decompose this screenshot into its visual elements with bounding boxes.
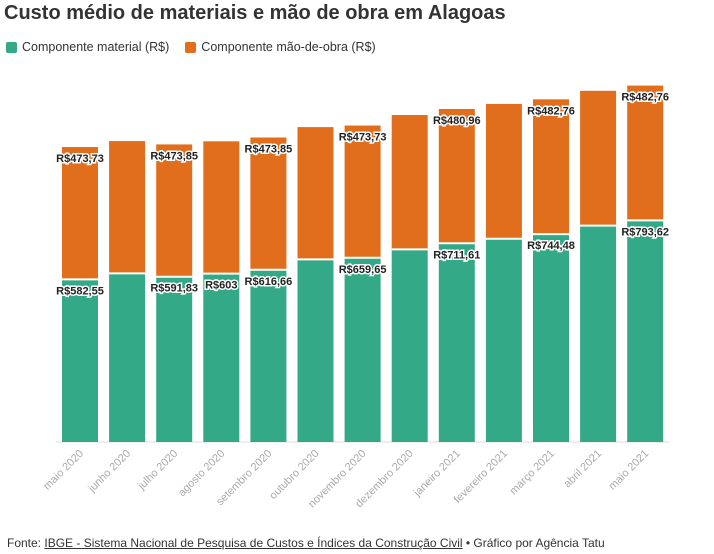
bar-material-maio-2020[interactable]: [62, 279, 98, 442]
legend-item-labor[interactable]: Componente mão-de-obra (R$): [185, 40, 376, 54]
data-label-material-maio-2021: R$793,62: [621, 226, 669, 238]
bar-material-janeiro-2021[interactable]: [438, 243, 475, 442]
x-tick-label-junho-2020: junho 2020: [86, 448, 134, 496]
bar-material-maio-2021[interactable]: [627, 220, 664, 442]
source-note: Fonte: IBGE - Sistema Nacional de Pesqui…: [7, 536, 605, 550]
bar-labor-novembro-2020[interactable]: [344, 125, 381, 258]
data-label-labor-maio-2020: R$473,73: [56, 153, 104, 165]
bar-labor-dezembro-2020[interactable]: [391, 115, 428, 250]
bar-material-novembro-2020[interactable]: [344, 257, 381, 442]
bar-labor-janeiro-2021[interactable]: [438, 108, 475, 244]
data-label-material-novembro-2020: R$659,65: [339, 264, 387, 276]
source-prefix: Fonte:: [7, 536, 45, 550]
bar-labor-agosto-2020[interactable]: [203, 141, 240, 274]
data-label-labor-julho-2020: R$473,85: [150, 150, 198, 162]
chart-title: Custo médio de materiais e mão de obra e…: [4, 2, 506, 24]
data-label-labor-maio-2021: R$482,76: [621, 92, 669, 104]
legend: Componente material (R$) Componente mão-…: [6, 40, 392, 54]
data-label-labor-setembro-2020: R$473,85: [245, 143, 293, 155]
data-label-material-janeiro-2021: R$711,61: [433, 249, 480, 261]
bar-labor-abril-2021[interactable]: [580, 90, 617, 226]
source-link[interactable]: IBGE - Sistema Nacional de Pesquisa de C…: [44, 536, 463, 550]
bar-labor-junho-2020[interactable]: [109, 141, 146, 274]
data-label-material-setembro-2020: R$616,66: [245, 276, 293, 288]
bar-material-setembro-2020[interactable]: [250, 269, 287, 442]
bar-material-outubro-2020[interactable]: [297, 259, 334, 442]
data-label-material-agosto-2020: R$603: [205, 280, 237, 292]
data-label-labor-janeiro-2021: R$480,96: [433, 115, 481, 127]
legend-item-material[interactable]: Componente material (R$): [6, 40, 169, 54]
data-label-labor-março-2021: R$482,76: [527, 105, 575, 117]
bar-material-julho-2020[interactable]: [156, 276, 193, 442]
data-label-material-maio-2020: R$582,55: [56, 285, 104, 297]
bar-material-abril-2021[interactable]: [580, 225, 617, 442]
bar-material-março-2021[interactable]: [533, 234, 569, 442]
stacked-bar-chart: R$582,55 R$473,73 maio 2020 junho 2020 R$591…: [41, 85, 671, 510]
x-tick-label-março-2021: março 2021: [508, 448, 558, 498]
bar-labor-fevereiro-2021[interactable]: [485, 103, 522, 239]
source-suffix: • Gráfico por Agência Tatu: [462, 536, 605, 550]
x-tick-label-abril-2021: abril 2021: [562, 448, 605, 491]
bar-material-fevereiro-2021[interactable]: [485, 238, 522, 442]
bar-labor-maio-2021[interactable]: [627, 85, 664, 221]
legend-swatch-labor: [185, 41, 197, 53]
bar-labor-outubro-2020[interactable]: [297, 127, 334, 260]
data-label-material-março-2021: R$744,48: [527, 240, 575, 252]
bar-labor-julho-2020[interactable]: [156, 144, 193, 277]
bar-labor-maio-2020[interactable]: [62, 147, 98, 280]
bar-material-junho-2020[interactable]: [109, 273, 146, 442]
legend-label-material: Componente material (R$): [22, 40, 170, 54]
x-tick-label-julho-2020: julho 2020: [135, 448, 180, 493]
x-tick-label-maio-2020: maio 2020: [41, 448, 86, 493]
legend-swatch-material: [6, 41, 17, 53]
bar-material-dezembro-2020[interactable]: [391, 249, 428, 442]
bar-material-agosto-2020[interactable]: [203, 273, 240, 442]
data-label-material-julho-2020: R$591,83: [150, 283, 198, 295]
x-tick-label-maio-2021: maio 2021: [607, 448, 652, 493]
x-tick-label-agosto-2020: agosto 2020: [176, 448, 227, 499]
bar-labor-setembro-2020[interactable]: [250, 137, 287, 270]
data-label-labor-novembro-2020: R$473,73: [339, 132, 387, 144]
x-tick-label-janeiro-2021: janeiro 2021: [411, 448, 463, 500]
legend-label-labor: Componente mão-de-obra (R$): [201, 40, 376, 54]
bar-labor-março-2021[interactable]: [533, 99, 569, 235]
